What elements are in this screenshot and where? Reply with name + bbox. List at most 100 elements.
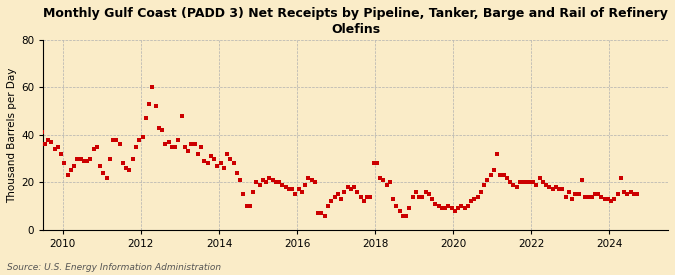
Point [547,187,558,192]
Point [228,161,239,166]
Point [502,175,512,180]
Point [186,142,196,147]
Point [209,156,219,161]
Point [53,144,63,149]
Point [258,178,269,182]
Point [117,161,128,166]
Point [495,173,506,177]
Point [566,197,577,201]
Point [280,185,291,189]
Point [232,170,242,175]
Point [518,180,529,185]
Point [82,159,92,163]
Point [593,192,603,196]
Point [580,194,591,199]
Point [368,161,379,166]
Point [583,194,594,199]
Point [274,180,285,185]
Point [619,189,630,194]
Point [453,206,464,211]
Point [505,180,516,185]
Title: Monthly Gulf Coast (PADD 3) Net Receipts by Pipeline, Tanker, Barge and Rail of : Monthly Gulf Coast (PADD 3) Net Receipts… [43,7,668,36]
Point [303,175,314,180]
Point [59,161,70,166]
Point [108,138,119,142]
Point [212,164,223,168]
Point [456,204,467,208]
Point [362,194,373,199]
Point [241,204,252,208]
Point [157,128,167,132]
Point [121,166,132,170]
Point [479,183,489,187]
Point [554,187,564,192]
Point [254,183,265,187]
Point [541,183,551,187]
Point [394,209,405,213]
Point [439,206,450,211]
Point [215,161,226,166]
Point [153,125,164,130]
Point [277,183,288,187]
Point [485,173,496,177]
Point [238,192,249,196]
Point [202,161,213,166]
Point [603,197,614,201]
Point [128,156,138,161]
Point [46,140,57,144]
Point [371,161,382,166]
Point [176,114,187,118]
Point [421,189,431,194]
Point [244,204,255,208]
Point [512,185,522,189]
Point [219,166,230,170]
Point [476,189,487,194]
Point [524,180,535,185]
Point [313,211,323,215]
Point [492,152,503,156]
Point [414,194,425,199]
Point [296,189,307,194]
Point [576,178,587,182]
Point [564,189,574,194]
Point [521,180,532,185]
Point [20,140,31,144]
Point [287,187,298,192]
Point [30,161,40,166]
Point [69,164,80,168]
Point [251,180,262,185]
Point [378,178,389,182]
Point [346,187,356,192]
Point [36,130,47,135]
Point [105,156,115,161]
Point [248,189,259,194]
Point [531,183,541,187]
Point [169,144,180,149]
Point [306,178,317,182]
Point [381,183,392,187]
Point [387,197,398,201]
Point [95,164,105,168]
Point [489,168,500,173]
Point [560,194,571,199]
Point [173,138,184,142]
Point [385,180,396,185]
Point [573,192,584,196]
Text: Source: U.S. Energy Information Administration: Source: U.S. Energy Information Administ… [7,263,221,272]
Point [284,187,294,192]
Point [355,194,366,199]
Point [40,142,51,147]
Point [599,197,610,201]
Point [264,175,275,180]
Point [544,185,555,189]
Point [508,183,519,187]
Point [407,194,418,199]
Point [472,194,483,199]
Point [446,206,457,211]
Point [326,199,337,204]
Point [469,197,480,201]
Point [271,180,281,185]
Point [404,206,414,211]
Point [101,175,112,180]
Point [98,170,109,175]
